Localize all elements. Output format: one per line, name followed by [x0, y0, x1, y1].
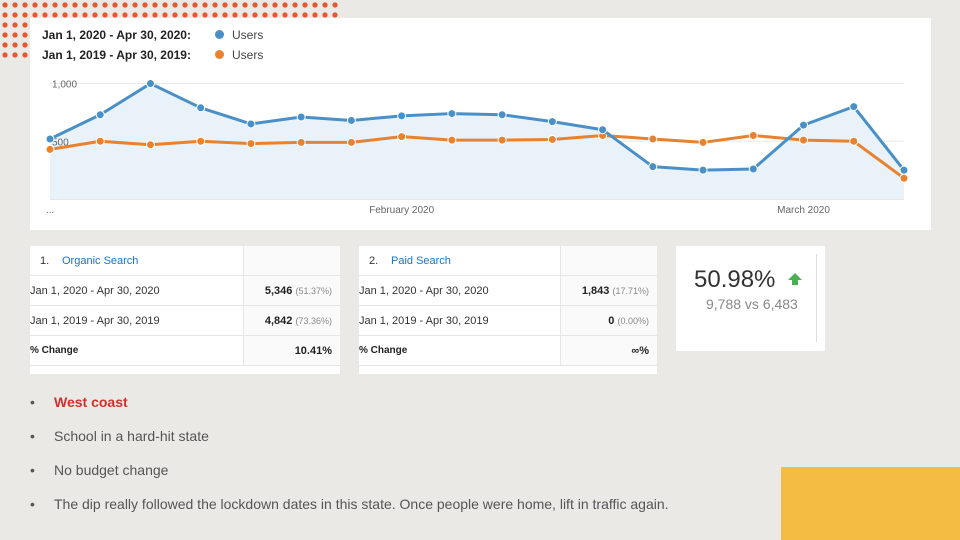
percent-change-value: 50.98%: [694, 266, 776, 293]
x-tick-label: March 2020: [777, 205, 830, 216]
data-point: [196, 103, 206, 113]
metric-percent: (17.71%): [612, 285, 649, 296]
change-label: % Change: [30, 335, 244, 366]
paid-search-table: 2. Paid Search Jan 1, 2020 - Apr 30, 2020…: [359, 246, 657, 366]
table-row: Jan 1, 2020 - Apr 30, 2020 1,843 (17.71%…: [359, 275, 657, 306]
date-range-label: Jan 1, 2019 - Apr 30, 2019: [359, 305, 561, 336]
metric-value: 4,842: [264, 314, 293, 327]
data-point: [598, 125, 608, 135]
bullet-icon: •: [30, 496, 35, 512]
bullet-text: School in a hard-hit state: [54, 428, 209, 444]
bullet-text: West coast: [54, 394, 128, 410]
organic-search-link[interactable]: Organic Search: [62, 254, 139, 267]
legend-entry-2020[interactable]: Jan 1, 2020 - Apr 30, 2020: Users: [42, 28, 263, 42]
table-row: Jan 1, 2019 - Apr 30, 2019 4,842 (73.36%…: [30, 305, 340, 336]
metric-percent: (73.36%): [295, 315, 332, 326]
legend-range-2019: Jan 1, 2019 - Apr 30, 2019:: [42, 48, 191, 62]
change-label: % Change: [359, 335, 561, 366]
date-range-label: Jan 1, 2020 - Apr 30, 2020: [30, 275, 244, 306]
data-point: [95, 136, 105, 146]
data-point: [899, 165, 909, 175]
paid-search-table-panel: 2. Paid Search Jan 1, 2020 - Apr 30, 2020…: [359, 246, 657, 374]
table-row: 2. Paid Search: [359, 246, 657, 276]
data-point: [397, 132, 407, 142]
bullet-icon: •: [30, 428, 35, 444]
data-point: [397, 111, 407, 121]
row-index: 2.: [369, 254, 379, 267]
legend-series-2020: Users: [232, 28, 264, 42]
data-point: [748, 164, 758, 174]
table-row: % Change 10.41%: [30, 335, 340, 366]
x-tick-label: February 2020: [369, 205, 434, 216]
up-arrow-icon: [788, 273, 802, 280]
data-point: [95, 110, 105, 120]
data-point: [45, 134, 55, 144]
data-point: [447, 135, 457, 145]
y-tick-label: 1,000: [52, 80, 77, 91]
data-point: [45, 144, 55, 154]
data-point: [246, 119, 256, 129]
data-point: [698, 165, 708, 175]
bullet-icon: •: [30, 462, 35, 478]
organic-search-table: 1. Organic Search Jan 1, 2020 - Apr 30, 2…: [30, 246, 340, 366]
metric-percent: (51.37%): [295, 285, 332, 296]
organic-search-table-panel: 1. Organic Search Jan 1, 2020 - Apr 30, 2…: [30, 246, 340, 374]
change-value: ∞%: [631, 344, 649, 357]
data-point: [497, 135, 507, 145]
data-point: [547, 117, 557, 127]
data-point: [648, 162, 658, 172]
metric-value: 0: [608, 314, 615, 327]
bullet-icon: •: [30, 394, 35, 410]
date-range-label: Jan 1, 2020 - Apr 30, 2020: [359, 275, 561, 306]
data-point: [497, 110, 507, 120]
data-point: [849, 136, 859, 146]
table-row: 1. Organic Search: [30, 246, 340, 276]
legend-series-2019: Users: [232, 48, 264, 62]
data-point: [145, 140, 155, 150]
data-point: [899, 173, 909, 183]
change-value: 10.41%: [294, 344, 332, 357]
series-line-1: [49, 134, 905, 180]
table-row: Jan 1, 2020 - Apr 30, 2020 5,346 (51.37%…: [30, 275, 340, 306]
bullet-text: The dip really followed the lockdown dat…: [54, 496, 669, 512]
legend-swatch-2020: [215, 30, 224, 39]
data-point: [799, 120, 809, 130]
data-point: [547, 135, 557, 145]
metric-percent: (0.00%): [617, 315, 649, 326]
x-tick-label: ...: [46, 205, 54, 216]
legend-entry-2019[interactable]: Jan 1, 2019 - Apr 30, 2019: Users: [42, 48, 263, 62]
metric-value: 1,843: [581, 284, 610, 297]
data-point: [346, 115, 356, 125]
row-index: 1.: [40, 254, 50, 267]
decorative-corner-block: [781, 467, 960, 540]
comparison-totals: 9,788 vs 6,483: [706, 296, 798, 312]
data-point: [296, 137, 306, 147]
metric-value: 5,346: [264, 284, 293, 297]
paid-search-link[interactable]: Paid Search: [391, 254, 451, 267]
data-point: [799, 135, 809, 145]
date-range-label: Jan 1, 2019 - Apr 30, 2019: [30, 305, 244, 336]
legend-range-2020: Jan 1, 2020 - Apr 30, 2020:: [42, 28, 191, 42]
table-row: % Change ∞%: [359, 335, 657, 366]
data-point: [648, 134, 658, 144]
data-point: [246, 139, 256, 149]
series-line-0: [49, 82, 906, 172]
data-point: [346, 137, 356, 147]
users-line-chart-panel: Jan 1, 2020 - Apr 30, 2020: Users Jan 1,…: [30, 18, 931, 230]
data-point: [748, 131, 758, 140]
legend-swatch-2019: [215, 50, 224, 59]
table-row: Jan 1, 2019 - Apr 30, 2019 0 (0.00%): [359, 305, 657, 336]
summary-scorecard: 50.98% 9,788 vs 6,483: [676, 246, 825, 351]
data-point: [145, 79, 155, 89]
data-point: [296, 112, 306, 122]
bullet-text: No budget change: [54, 462, 169, 478]
data-point: [196, 136, 206, 146]
data-point: [698, 137, 708, 147]
data-point: [447, 109, 457, 119]
data-point: [849, 102, 859, 112]
y-tick-label: 500: [52, 137, 69, 148]
